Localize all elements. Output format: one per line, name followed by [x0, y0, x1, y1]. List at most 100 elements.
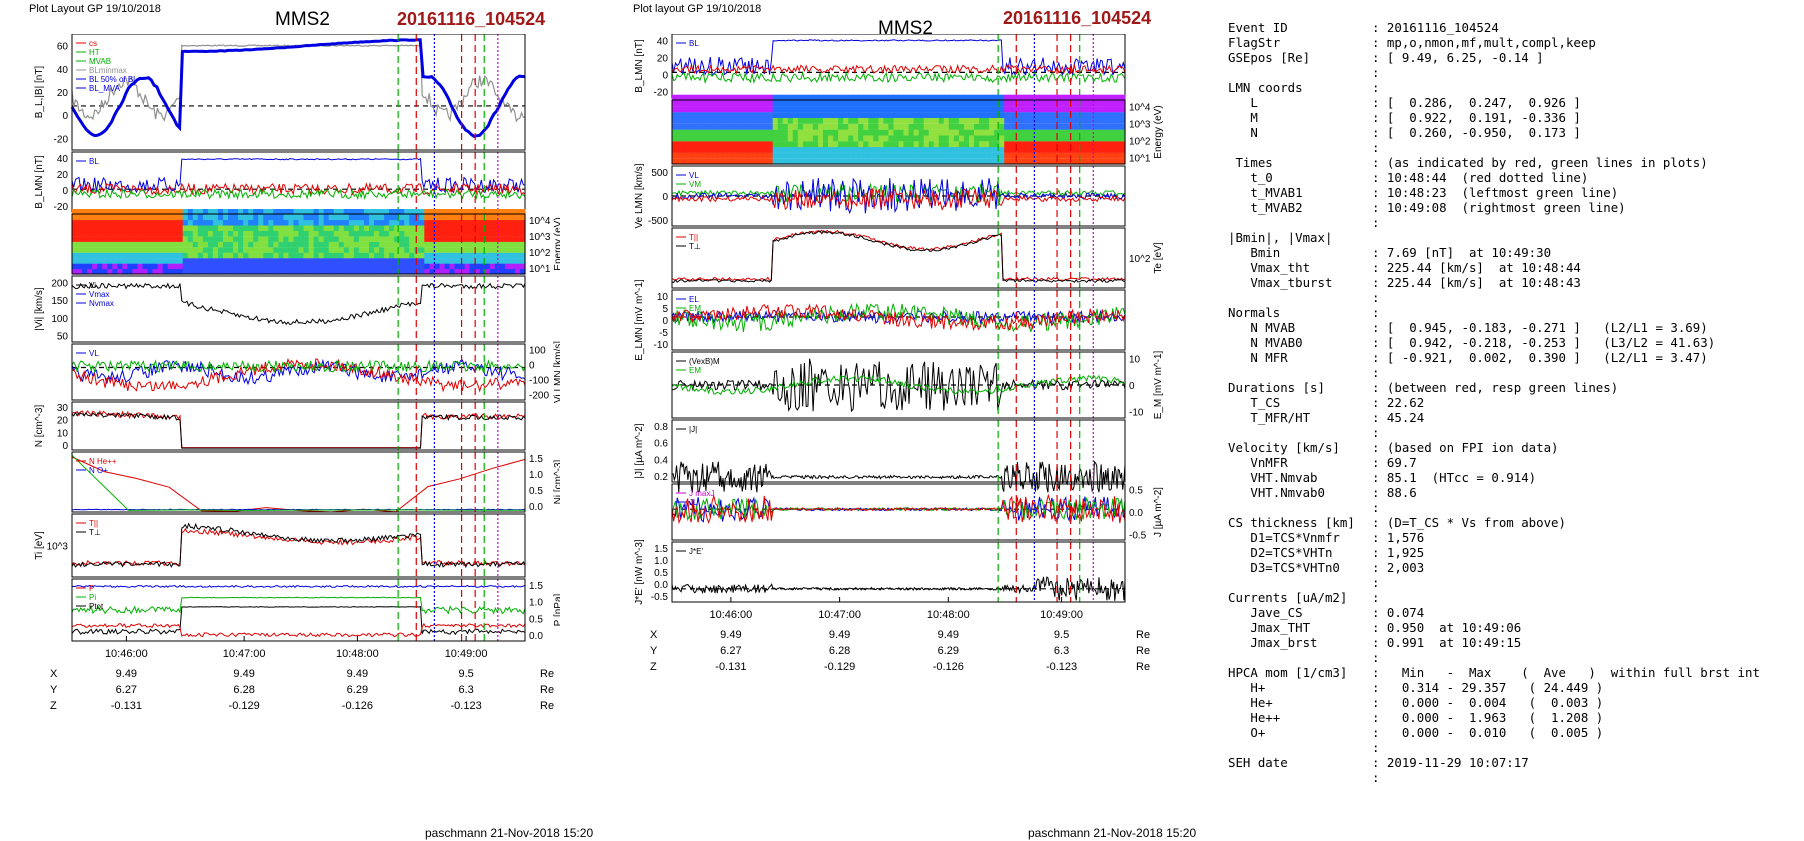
right-ytick-label: -0.5: [1129, 530, 1147, 541]
left-spectrogram-cell: [137, 214, 143, 221]
right-spectrogram-cell: [818, 112, 824, 118]
right-spectrogram-cell: [1009, 152, 1015, 159]
left-spectrogram-cell: [218, 241, 224, 248]
right-spectrogram-cell: [913, 100, 920, 107]
summary-key: t_MVAB1: [1228, 185, 1303, 200]
left-spectrogram-cell: [389, 263, 395, 270]
right-spectrogram-cell: [853, 147, 859, 153]
summary-key: N: [1228, 125, 1258, 140]
right-spectrogram-cell: [838, 123, 844, 130]
left-spectrogram-cell: [192, 236, 199, 242]
right-spectrogram-cell: [1044, 141, 1051, 148]
right-spectrogram-cell: [692, 129, 698, 136]
right-spectrogram-cell: [792, 147, 799, 153]
right-spectrogram-cell: [1024, 112, 1030, 118]
left-spectrogram-cell: [293, 252, 300, 259]
left-spectrogram-cell: [152, 219, 159, 226]
right-spectrogram-cell: [974, 106, 980, 113]
right-spectrogram-cell: [687, 158, 693, 165]
left-spectrogram-cell: [459, 241, 466, 248]
left-spectrogram-cell: [212, 258, 219, 264]
left-spectrogram-cell: [223, 219, 229, 226]
right-ytick-label: 10^2: [1129, 254, 1151, 265]
left-spectrogram-cell: [268, 236, 274, 242]
left-spectrogram-cell: [429, 209, 435, 215]
right-spectrogram-cell: [843, 117, 849, 124]
left-spectrogram-cell: [72, 241, 78, 248]
left-spectrogram-cell: [484, 241, 491, 248]
summary-row: t_0: 10:48:44 (red dotted line): [1228, 170, 1798, 185]
right-spectrogram-cell: [717, 135, 723, 142]
right-spectrogram-cell: [1064, 123, 1071, 130]
right-spectrogram-cell: [898, 100, 905, 107]
right-spectrogram-cell: [802, 158, 809, 165]
right-spectrogram-cell: [853, 117, 859, 124]
left-spectrogram-cell: [474, 230, 481, 237]
right-spectrogram-cell: [672, 112, 678, 118]
left-spectrogram-cell: [202, 263, 209, 270]
left-spectrogram-cell: [419, 214, 425, 221]
right-spectrogram-cell: [1044, 106, 1051, 113]
right-spectrogram-cell: [787, 135, 794, 142]
right-spectrogram-cell: [707, 135, 713, 142]
right-spectrogram-cell: [1004, 141, 1010, 148]
left-spectrogram-cell: [72, 258, 78, 264]
right-spectrogram-cell: [943, 147, 950, 153]
right-legend-entry: (VexB)M: [689, 357, 720, 366]
right-spectrogram-cell: [1120, 100, 1126, 107]
left-spectrogram-cell: [509, 219, 516, 226]
left-ytick-label: 0.0: [529, 502, 543, 513]
left-spectrogram-cell: [484, 214, 491, 221]
right-spectrogram-cell: [979, 100, 985, 107]
summary-row: Jave_CS: 0.074: [1228, 605, 1798, 620]
left-spectrogram-cell: [514, 241, 521, 248]
right-spectrogram-cell: [1039, 112, 1045, 118]
left-spectrogram-cell: [248, 241, 254, 248]
left-spectrogram-cell: [449, 252, 456, 259]
right-spectrogram-cell: [868, 129, 874, 136]
left-spectrogram-cell: [127, 258, 133, 264]
right-spectrogram-cell: [1089, 123, 1096, 130]
left-spectrogram-cell: [117, 236, 123, 242]
left-spectrogram-cell: [409, 225, 415, 231]
right-spectrogram-cell: [1054, 106, 1061, 113]
right-spectrogram-cell: [1099, 94, 1106, 101]
left-trace-5-3: [71, 358, 526, 374]
right-spectrogram-cell: [888, 158, 894, 165]
left-spectrogram-cell: [248, 247, 254, 253]
right-spectrogram-cell: [833, 106, 839, 113]
right-spectrogram-cell: [752, 129, 759, 136]
right-spectrogram-cell: [1009, 123, 1015, 130]
summary-value: : 1,925: [1372, 545, 1425, 560]
right-spectrogram-cell: [712, 100, 718, 107]
left-spectrogram-cell: [409, 247, 415, 253]
left-spectrogram-cell: [439, 247, 445, 253]
right-spectrogram-cell: [1009, 129, 1015, 136]
left-spectrogram-cell: [404, 230, 410, 237]
right-spectrogram-cell: [928, 106, 935, 113]
left-spectrogram-cell: [509, 230, 516, 237]
left-spectrogram-cell: [187, 252, 194, 259]
right-spectrogram-cell: [1084, 117, 1091, 124]
right-spectrogram-cell: [913, 112, 920, 118]
right-spectrogram-cell: [873, 141, 879, 148]
right-spectrogram-cell: [918, 94, 925, 101]
left-spectrogram-cell: [333, 263, 340, 270]
right-spectrogram-cell: [984, 123, 990, 130]
right-spectrogram-cell: [717, 112, 723, 118]
right-spectrogram-cell: [707, 147, 713, 153]
right-panel-frame: [671, 227, 1126, 289]
left-spectrogram-cell: [499, 247, 506, 253]
right-spectrogram-cell: [974, 152, 980, 159]
left-spectrogram-cell: [157, 247, 164, 253]
right-spectrogram-cell: [1094, 147, 1101, 153]
right-spectrogram-cell: [913, 147, 920, 153]
left-spectrogram-cell: [137, 263, 143, 270]
right-spectrogram-cell: [757, 147, 764, 153]
right-legend-entry: EN: [689, 313, 700, 322]
right-spectrogram-cell: [999, 94, 1005, 101]
right-spectrogram-cell: [843, 94, 849, 101]
left-spectrogram-cell: [404, 263, 410, 270]
summary-row: D1=TCS*Vnmfr: 1,576: [1228, 530, 1798, 545]
